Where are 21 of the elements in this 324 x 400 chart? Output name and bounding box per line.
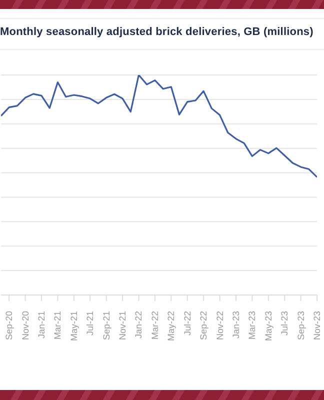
- x-tick-label: Jan-22: [134, 311, 144, 339]
- x-tick-label: May-22: [166, 311, 176, 342]
- x-tick-label: Nov-20: [20, 311, 30, 340]
- x-tick-label: Jul-22: [182, 311, 192, 336]
- x-tick-label: Nov-22: [214, 311, 225, 340]
- chart-title: Monthly seasonally adjusted brick deliveries, GB (millions): [0, 26, 314, 38]
- x-tick-label: Jan-23: [230, 311, 241, 339]
- x-tick-label: Jul-23: [280, 311, 290, 336]
- x-tick-label: Nov-23: [312, 311, 322, 340]
- x-tick-label: May-23: [263, 311, 274, 342]
- x-tick-label: May-21: [68, 311, 79, 342]
- x-tick-label: Jul-21: [85, 311, 96, 336]
- x-tick-label: Mar-23: [247, 311, 258, 340]
- x-tick-label: Sep-22: [198, 311, 209, 340]
- x-tick-label: Sep-23: [296, 311, 306, 340]
- x-tick-label: Sep-20: [4, 311, 14, 340]
- x-tick-label: Sep-21: [101, 311, 112, 340]
- x-tick-label: Mar-22: [150, 311, 160, 340]
- x-tick-label: Nov-21: [118, 311, 128, 340]
- x-tick-label: Jan-21: [36, 311, 47, 339]
- x-tick-label: Mar-21: [52, 311, 63, 340]
